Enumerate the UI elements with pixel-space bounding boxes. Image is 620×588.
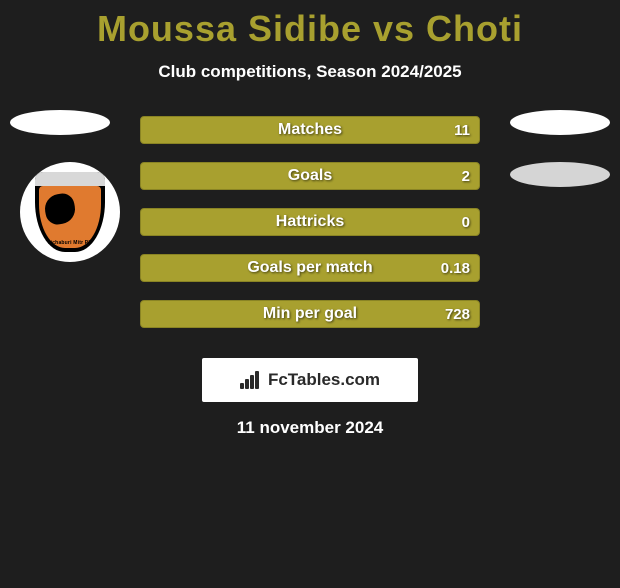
club-badge: Ratchaburi Mitr Phol [20, 162, 120, 262]
club-shield-icon: Ratchaburi Mitr Phol [35, 172, 105, 252]
club-name-on-shield: Ratchaburi Mitr Phol [35, 240, 105, 246]
page-title: Moussa Sidibe vs Choti [0, 8, 620, 50]
stat-label: Goals [288, 167, 332, 185]
fctables-text: FcTables.com [268, 370, 380, 390]
stat-value: 2 [462, 168, 470, 185]
stat-value: 0 [462, 214, 470, 231]
stat-label: Min per goal [263, 305, 357, 323]
bar-chart-icon [240, 371, 262, 389]
date-line: 11 november 2024 [0, 418, 620, 438]
player-right-disc-2 [510, 162, 610, 187]
stat-value: 11 [454, 122, 470, 139]
stat-row: Goals per match 0.18 [140, 254, 480, 282]
stat-label: Matches [278, 121, 342, 139]
player-left-disc [10, 110, 110, 135]
stat-value: 0.18 [441, 260, 470, 277]
stat-row: Hattricks 0 [140, 208, 480, 236]
subtitle: Club competitions, Season 2024/2025 [0, 62, 620, 82]
player-right-disc [510, 110, 610, 135]
stat-value: 728 [445, 306, 470, 323]
stat-row: Min per goal 728 [140, 300, 480, 328]
stat-label: Goals per match [247, 259, 372, 277]
fctables-watermark: FcTables.com [202, 358, 418, 402]
stat-row: Goals 2 [140, 162, 480, 190]
stat-label: Hattricks [276, 213, 344, 231]
stat-rows: Matches 11 Goals 2 Hattricks 0 Goals per match… [140, 98, 480, 328]
stat-row: Matches 11 [140, 116, 480, 144]
